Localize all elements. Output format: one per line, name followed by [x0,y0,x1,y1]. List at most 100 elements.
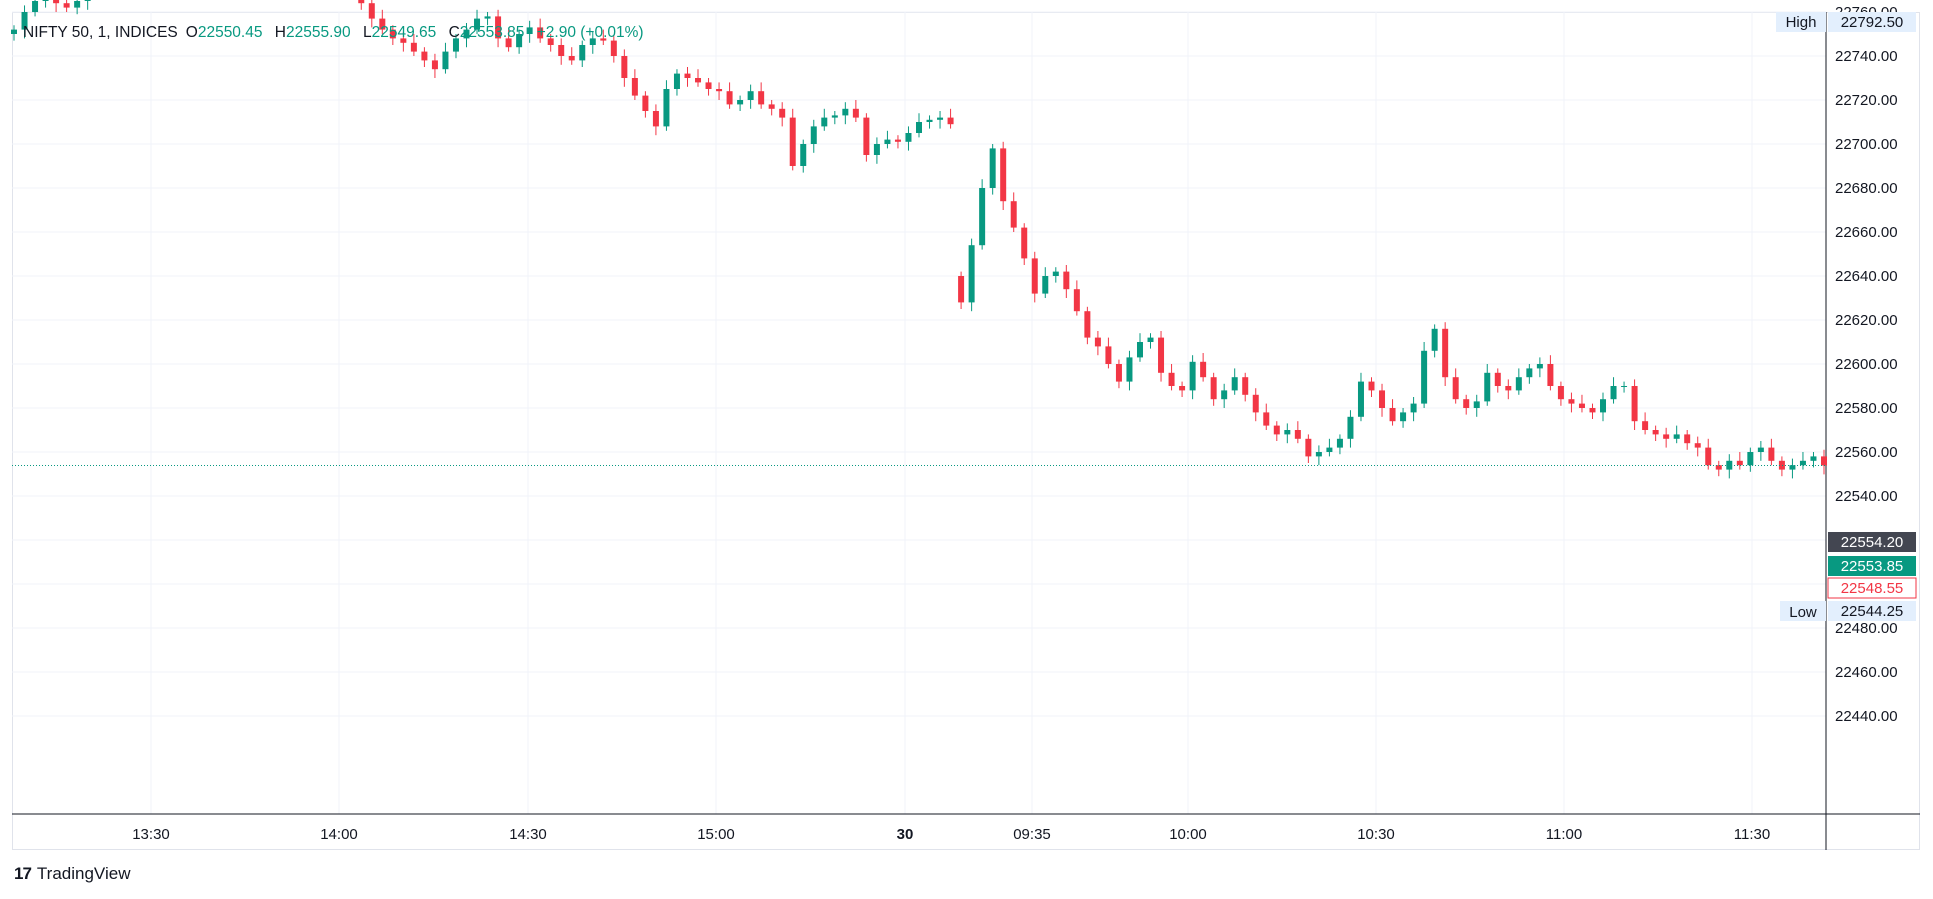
candle-body [1526,368,1533,378]
candle-body [1294,430,1301,439]
candle-body [800,144,807,166]
candle-body [642,95,649,111]
candle-body [947,117,954,125]
candle-body [1463,399,1470,408]
candle-body [989,148,996,188]
legend-symbol: NIFTY 50, 1, INDICES [23,24,178,41]
candle-body [526,27,533,34]
candle-body [1515,377,1522,391]
candle-body [400,38,407,43]
candle-body [958,276,965,303]
candle-body [1336,438,1343,448]
candle-body [1147,337,1154,342]
candle-body [1452,377,1459,400]
candle-body [1031,258,1038,294]
candle-body [600,38,607,41]
legend-close-label: C [448,24,460,41]
candle-body [1052,271,1059,276]
legend-high-label: H [274,24,286,41]
tradingview-logo[interactable]: 17 TradingView [14,864,130,884]
candle-body [1273,425,1280,435]
candle-body [358,0,365,4]
y-tick-label: 22740.00 [1835,48,1898,65]
candle-body [1736,460,1743,466]
candle-body [979,188,986,246]
candle-body [1000,148,1007,202]
candle-body [1252,394,1259,413]
candle-body [1810,456,1817,461]
candle-body [873,144,880,155]
legend-open-label: O [185,24,198,41]
candle-body [1389,408,1396,422]
candle-body [1778,460,1785,470]
x-tick-label: 10:30 [1357,826,1395,843]
x-tick-label: 11:00 [1546,826,1582,843]
x-tick-label: 14:30 [509,826,547,843]
candle-body [1400,412,1407,422]
candle-body [916,122,922,133]
candle-body [1305,438,1312,457]
candle-body [1505,386,1512,391]
candle-body [1799,460,1806,466]
candle-body [863,117,870,155]
y-tick-label: 22700.00 [1835,136,1898,153]
low-label-bg [1780,601,1826,621]
candle-body [463,29,470,39]
candle-body [474,18,481,30]
candle-body [1484,372,1491,402]
candle-body [842,108,849,116]
legend-change: +2.90 (+0.01%) [536,24,644,41]
candle-body [779,108,786,118]
candle-body [53,0,60,4]
candle-body [1136,342,1143,358]
candle-body [663,89,670,127]
candle-body [1663,434,1670,439]
x-tick-label: 11:30 [1734,826,1770,843]
candle-body [716,89,723,92]
x-tick-label: 14:00 [320,826,358,843]
y-tick-label: 22640.00 [1835,268,1898,285]
y-tick-label: 22660.00 [1835,224,1898,241]
x-tick-label: 30 [897,826,914,843]
candle-body [926,119,933,122]
candle-body [1263,412,1270,426]
candle-body [63,3,70,8]
low-label: Low [1789,604,1817,621]
candle-body [1158,337,1165,373]
candle-body [894,139,901,142]
y-tick-label: 22560.00 [1835,444,1898,461]
candle-body [1652,430,1659,435]
candle-body [758,91,765,105]
candle-body [1410,403,1417,413]
candle-body [1221,390,1228,400]
candle-body [42,0,49,1]
candle-body [1715,465,1722,470]
candle-body [1084,311,1091,338]
candle-body [631,78,638,96]
candle-body [452,38,459,52]
candle-body [1621,386,1628,387]
y-tick-label: 22600.00 [1835,356,1898,373]
candle-body [673,73,680,89]
candle-body [1536,364,1543,369]
candle-body [1673,434,1680,439]
candle-body [1284,430,1291,435]
x-tick-label: 15:00 [697,826,735,843]
candle-body [810,126,817,144]
candle-body [1768,447,1775,461]
candle-body [442,51,449,70]
candle-body [726,91,733,105]
candle-body [84,0,91,1]
tradingview-wordmark: TradingView [36,864,131,883]
candle-body [1442,328,1449,378]
prev-price: 22548.55 [1841,580,1904,597]
candle-body [568,56,575,61]
candle-body [1578,403,1585,408]
candle-body [1600,399,1607,413]
x-tick-label: 13:30 [132,826,170,843]
candle-body [1431,328,1438,351]
candle-body [1631,386,1638,422]
candle-body [1694,443,1701,448]
candle-body [537,27,544,39]
